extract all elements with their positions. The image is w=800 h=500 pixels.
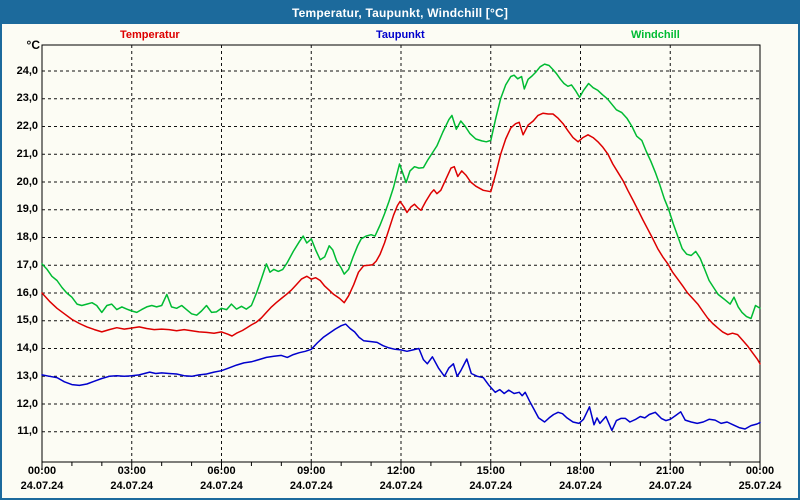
x-axis-time-label: 15:00 xyxy=(476,465,505,477)
y-axis-label: 18,0 xyxy=(16,231,38,243)
x-axis-time-label: 09:00 xyxy=(297,465,326,477)
x-axis-date-label: 24.07.24 xyxy=(110,480,154,492)
x-axis-date-label: 24.07.24 xyxy=(648,480,692,492)
y-axis-label: 15,0 xyxy=(16,314,38,327)
x-axis-time-label: 06:00 xyxy=(207,465,236,477)
x-axis-date-label: 24.07.24 xyxy=(200,480,243,492)
y-axis-label: 24,0 xyxy=(16,64,38,77)
x-axis-time-label: 00:00 xyxy=(27,465,57,477)
x-axis-date-label: 24.07.24 xyxy=(469,480,513,492)
y-axis-label: 14,0 xyxy=(16,342,38,354)
x-axis-date-label: 24.07.24 xyxy=(20,480,64,492)
legend-temperatur: Temperatur xyxy=(120,29,180,41)
legend-windchill: Windchill xyxy=(631,29,680,41)
y-axis-label: 17,0 xyxy=(16,258,38,271)
series-taupunkt xyxy=(41,323,761,432)
x-axis-time-label: 12:00 xyxy=(386,465,416,477)
y-axis-unit-label: °C xyxy=(26,38,40,52)
y-axis-label: 21,0 xyxy=(16,147,38,160)
x-axis-date-label: 25.07.24 xyxy=(738,480,782,492)
y-axis-label: 19,0 xyxy=(16,203,38,216)
x-axis-date-label: 24.07.24 xyxy=(559,480,602,492)
y-axis-label: 16,0 xyxy=(16,286,38,299)
y-axis-label: 13,0 xyxy=(16,369,38,382)
y-axis-label: 20,0 xyxy=(16,175,38,188)
series-windchill xyxy=(41,63,761,320)
x-axis-time-label: 00:00 xyxy=(745,465,775,477)
x-axis-time-label: 03:00 xyxy=(117,465,146,477)
y-axis-label: 11,0 xyxy=(17,425,38,438)
y-axis-label: 12,0 xyxy=(16,397,38,410)
series-temperatur xyxy=(41,112,761,365)
x-axis-time-label: 21:00 xyxy=(656,465,685,477)
y-axis-label: 23,0 xyxy=(16,92,38,105)
window-title: Temperatur, Taupunkt, Windchill [°C] xyxy=(2,2,798,24)
legend-taupunkt: Taupunkt xyxy=(376,29,425,41)
x-axis-date-label: 24.07.24 xyxy=(289,480,333,492)
x-axis-date-label: 24.07.24 xyxy=(379,480,423,492)
y-axis-label: 22,0 xyxy=(16,120,38,132)
x-axis-time-label: 18:00 xyxy=(566,465,595,477)
